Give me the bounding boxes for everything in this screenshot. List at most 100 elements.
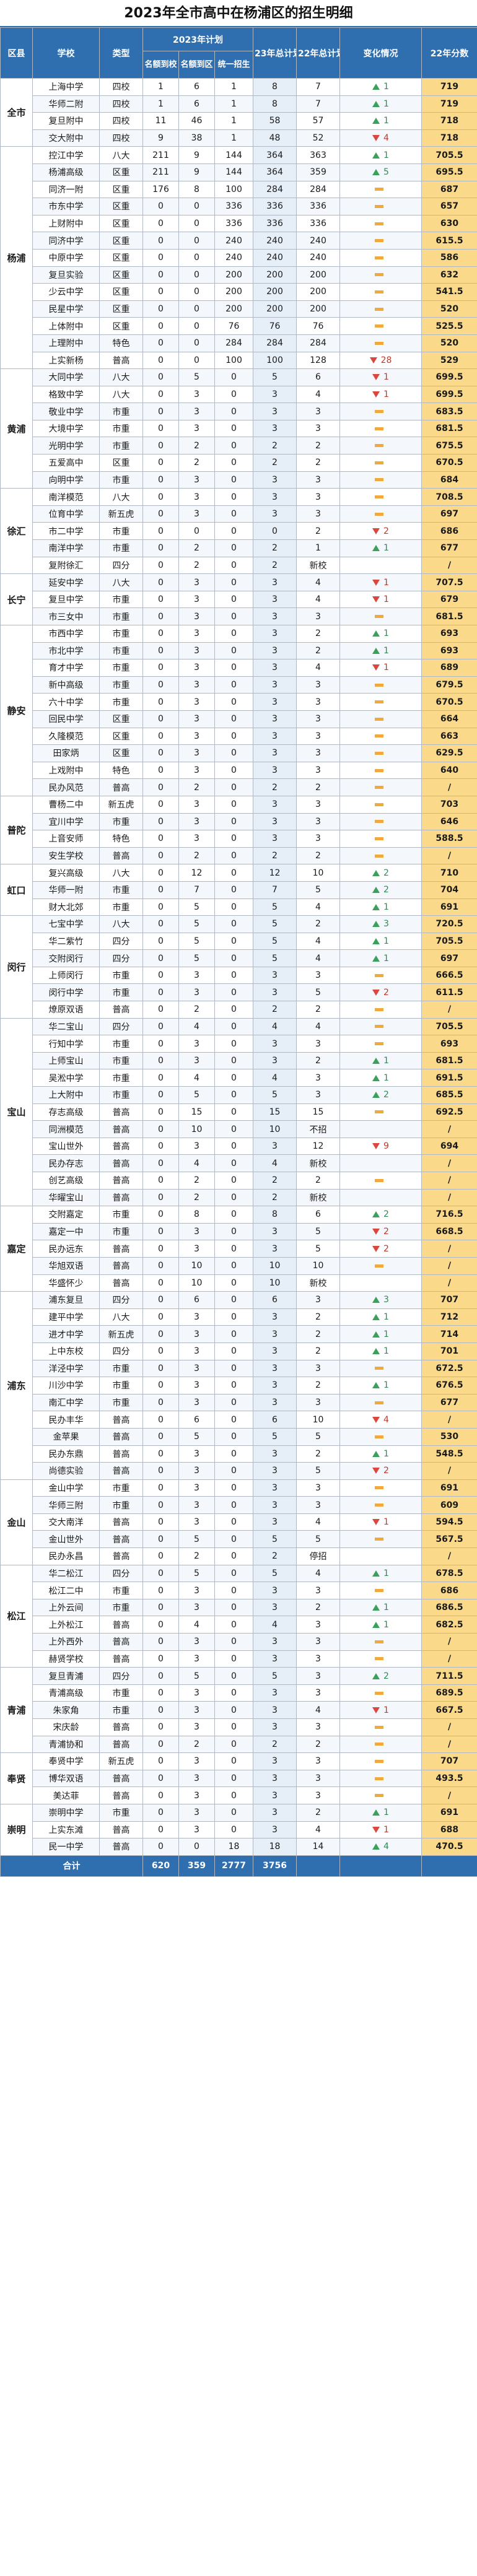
arrow-down-icon — [372, 1416, 380, 1423]
unified-enrollment: 0 — [214, 419, 253, 438]
school-type: 四分 — [99, 949, 143, 967]
quota-district: 2 — [178, 1547, 215, 1565]
change-value: 3 — [383, 919, 389, 929]
table-row: 上音安师 特色 0 3 0 3 3 588.5 — [1, 830, 477, 848]
change-value: 1 — [383, 663, 389, 673]
table-row: 回民中学 区重 0 3 0 3 3 664 — [1, 710, 477, 728]
total-plan-2022: 3 — [296, 966, 340, 985]
school-name: 田家炳 — [32, 744, 100, 762]
table-row: 市东中学 区重 0 0 336 336 336 657 — [1, 198, 477, 215]
total-plan-2023: 3 — [253, 385, 297, 404]
quota-district: 9 — [178, 146, 215, 164]
unified-enrollment: 0 — [214, 1496, 253, 1514]
total-plan-2022: 3 — [296, 1718, 340, 1736]
total-plan-2022: 3 — [296, 1393, 340, 1412]
quota-district: 3 — [178, 642, 215, 660]
score-2022: 716.5 — [421, 1206, 477, 1224]
school-type: 区重 — [99, 300, 143, 318]
total-plan-2022: 15 — [296, 1103, 340, 1121]
school-name: 南洋中学 — [32, 539, 100, 557]
total-plan-2022: 3 — [296, 505, 340, 523]
change-cell: 1 — [339, 949, 422, 967]
change-cell: 1 — [339, 1598, 422, 1617]
total-plan-2023: 240 — [253, 232, 297, 250]
total-plan-2022: 6 — [296, 1206, 340, 1224]
flat-bar-icon — [374, 683, 383, 687]
total-plan-2023: 3 — [253, 727, 297, 746]
unified-enrollment: 0 — [214, 1051, 253, 1070]
score-2022: / — [421, 1240, 477, 1258]
change-cell: 2 — [339, 522, 422, 541]
school-type: 八大 — [99, 146, 143, 164]
total-plan-2022: 5 — [296, 881, 340, 899]
district-cell: 杨浦 — [0, 146, 33, 370]
school-name: 华旭双语 — [32, 1256, 100, 1275]
unified-enrollment: 0 — [214, 1650, 253, 1668]
arrow-up-icon — [372, 152, 380, 159]
quota-school: 0 — [142, 642, 179, 660]
school-type: 四分 — [99, 932, 143, 951]
school-type: 市重 — [99, 437, 143, 455]
quota-district: 3 — [178, 1513, 215, 1531]
table-row: 奉贤 奉贤中学 新五虎 0 3 0 3 3 707 — [0, 1752, 477, 1804]
table-row: 光明中学 市重 0 2 0 2 2 675.5 — [1, 437, 477, 455]
quota-district: 3 — [178, 1325, 215, 1343]
total-plan-2023: 3 — [253, 1701, 297, 1719]
quota-district: 8 — [178, 1206, 215, 1224]
quota-district: 3 — [178, 795, 215, 814]
arrow-up-icon — [372, 1450, 380, 1457]
table-row: 燎原双语 普高 0 2 0 2 2/ — [1, 1001, 477, 1019]
score-2022: / — [421, 1786, 477, 1804]
quota-district: 4 — [178, 1069, 215, 1087]
school-type: 市重 — [99, 1684, 143, 1702]
quota-school: 0 — [142, 1120, 179, 1138]
school-name: 宜川中学 — [32, 812, 100, 831]
school-type: 市重 — [99, 898, 143, 916]
school-name: 民办永昌 — [32, 1547, 100, 1565]
unified-enrollment: 0 — [214, 710, 253, 728]
change-value: 1 — [383, 645, 389, 656]
quota-district: 10 — [178, 1120, 215, 1138]
arrow-up-icon — [372, 84, 380, 90]
school-name: 青浦高级 — [32, 1684, 100, 1702]
score-2022: 710 — [421, 864, 477, 882]
change-cell: 1 — [339, 573, 422, 591]
change-cell — [339, 214, 422, 233]
score-2022: 705.5 — [421, 146, 477, 164]
score-2022: 701 — [421, 1342, 477, 1360]
change-cell: 4 — [339, 1838, 422, 1856]
quota-school: 1 — [142, 78, 179, 96]
flat-bar-icon — [374, 1777, 383, 1780]
total-plan-2023: 200 — [253, 283, 297, 301]
table-row: 上戏附中 特色 0 3 0 3 3 640 — [1, 761, 477, 780]
change-cell: 1 — [339, 625, 422, 643]
total-plan-2022: 4 — [296, 1564, 340, 1583]
flat-bar-icon — [374, 1503, 383, 1507]
total-plan-2023: 3 — [253, 966, 297, 985]
unified-enrollment: 0 — [214, 402, 253, 420]
change-cell — [339, 607, 422, 625]
quota-district: 2 — [178, 454, 215, 472]
quota-school: 0 — [142, 522, 179, 541]
score-2022: 693 — [421, 642, 477, 660]
change-cell — [339, 1154, 422, 1172]
change-value: 1 — [383, 372, 389, 383]
score-2022: / — [421, 556, 477, 575]
change-cell: 1 — [339, 932, 422, 951]
total-plan-2023: 3 — [253, 1035, 297, 1053]
table-row: 上大附中 市重 0 5 0 5 3 2 685.5 — [1, 1086, 477, 1104]
district-cell: 宝山 — [0, 1017, 33, 1207]
score-2022: 493.5 — [421, 1769, 477, 1788]
quota-school: 0 — [142, 744, 179, 762]
score-2022: / — [421, 1411, 477, 1429]
table-row: 久隆模范 区重 0 3 0 3 3 663 — [1, 727, 477, 746]
score-2022: 707 — [421, 1291, 477, 1309]
table-row: 格致中学 八大 0 3 0 3 4 1 699.5 — [1, 385, 477, 404]
table-row: 民办永昌 普高 0 2 0 2 停招 / — [1, 1547, 477, 1565]
table-row: 六十中学 市重 0 3 0 3 3 670.5 — [1, 693, 477, 711]
score-2022: 686.5 — [421, 1598, 477, 1617]
table-row: 博华双语 普高 0 3 0 3 3 493.5 — [1, 1769, 477, 1788]
school-type: 普高 — [99, 1188, 143, 1207]
change-cell: 2 — [339, 983, 422, 1002]
